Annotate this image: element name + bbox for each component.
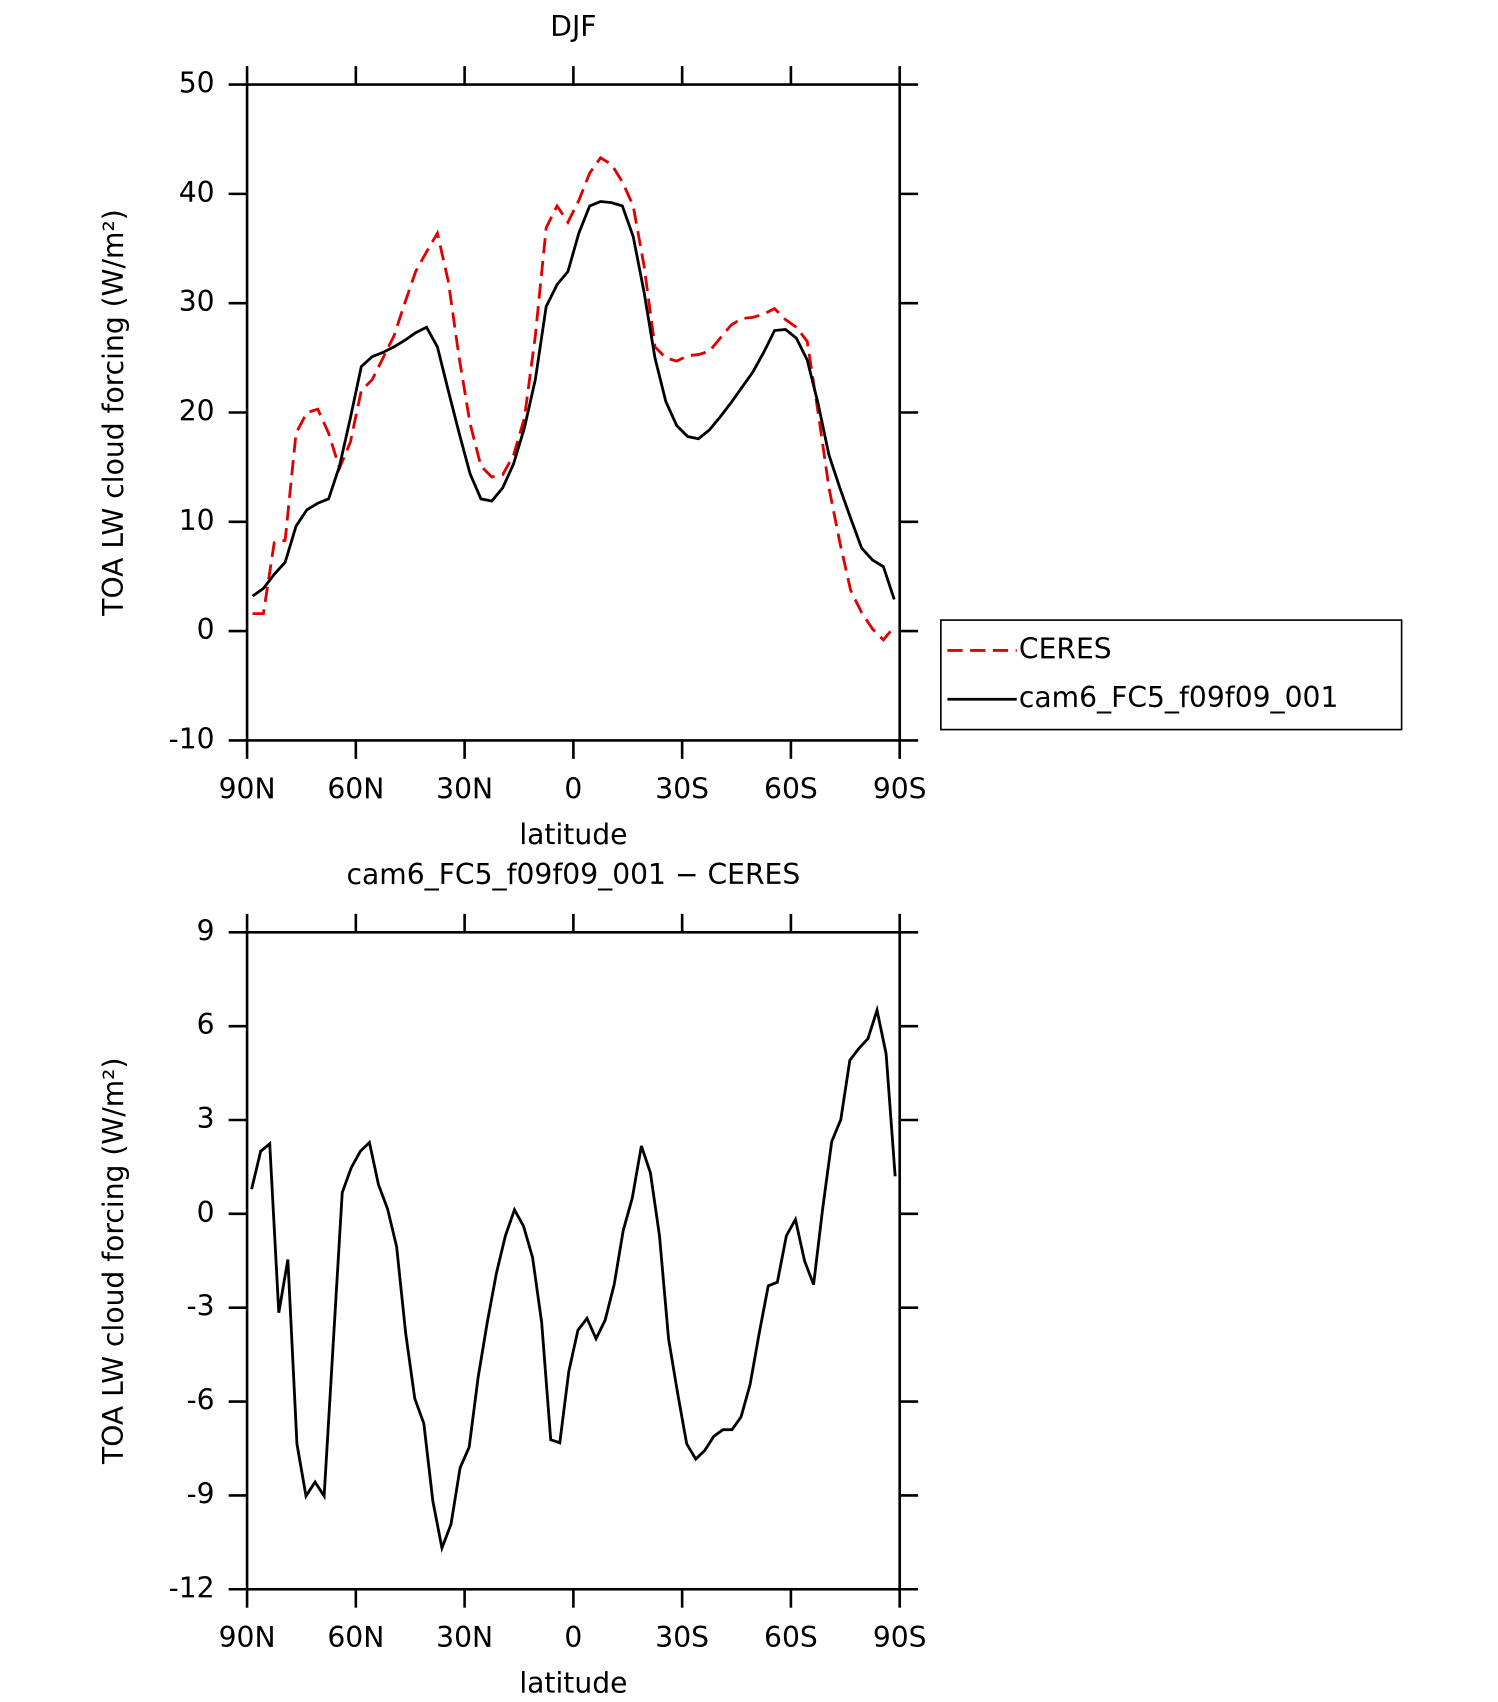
y-tick-label: 0 bbox=[197, 1196, 215, 1229]
legend-label: CERES bbox=[1019, 632, 1112, 665]
y-tick-label: 40 bbox=[179, 176, 215, 209]
y-tick-label: 6 bbox=[197, 1008, 215, 1041]
x-axis-label: latitude bbox=[519, 1667, 627, 1700]
y-tick-label: 20 bbox=[179, 394, 215, 427]
y-tick-label: -10 bbox=[169, 722, 215, 755]
data-line bbox=[252, 155, 896, 642]
y-axis-label: TOA LW cloud forcing (W/m²) bbox=[97, 1058, 130, 1465]
x-tick-label: 90S bbox=[873, 772, 927, 805]
x-tick-label: 90S bbox=[873, 1621, 927, 1654]
plot-frame bbox=[245, 931, 901, 1591]
y-tick-label: -9 bbox=[186, 1477, 214, 1510]
y-tick-label: 10 bbox=[179, 504, 215, 537]
x-tick-label: 60S bbox=[764, 1621, 818, 1654]
legend-box bbox=[940, 619, 1403, 731]
x-tick-label: 30S bbox=[655, 1621, 709, 1654]
x-tick-label: 60N bbox=[327, 1621, 384, 1654]
x-tick-label: 0 bbox=[564, 772, 582, 805]
chart-title: cam6_FC5_f09f09_001 − CERES bbox=[347, 858, 801, 891]
y-tick-label: -3 bbox=[186, 1290, 214, 1323]
x-tick-label: 30N bbox=[436, 772, 493, 805]
y-axis-label: TOA LW cloud forcing (W/m²) bbox=[97, 209, 130, 616]
y-tick-label: 50 bbox=[179, 67, 215, 100]
y-tick-label: -6 bbox=[186, 1384, 214, 1417]
chart-title: DJF bbox=[550, 10, 596, 43]
x-tick-label: 30N bbox=[436, 1621, 493, 1654]
y-tick-label: -12 bbox=[169, 1571, 215, 1604]
x-tick-label: 0 bbox=[564, 1621, 582, 1654]
y-tick-label: 30 bbox=[179, 285, 215, 318]
legend-label: cam6_FC5_f09f09_001 bbox=[1019, 681, 1338, 714]
y-tick-label: 9 bbox=[197, 914, 215, 947]
plot-frame bbox=[245, 83, 901, 742]
x-tick-label: 90N bbox=[219, 772, 276, 805]
x-tick-label: 60N bbox=[327, 772, 384, 805]
y-tick-label: 0 bbox=[197, 613, 215, 646]
x-tick-label: 90N bbox=[219, 1621, 276, 1654]
data-line bbox=[250, 1004, 897, 1554]
data-line bbox=[251, 200, 896, 600]
y-tick-label: 3 bbox=[197, 1102, 215, 1135]
x-tick-label: 60S bbox=[764, 772, 818, 805]
x-tick-label: 30S bbox=[655, 772, 709, 805]
x-axis-label: latitude bbox=[519, 818, 627, 851]
